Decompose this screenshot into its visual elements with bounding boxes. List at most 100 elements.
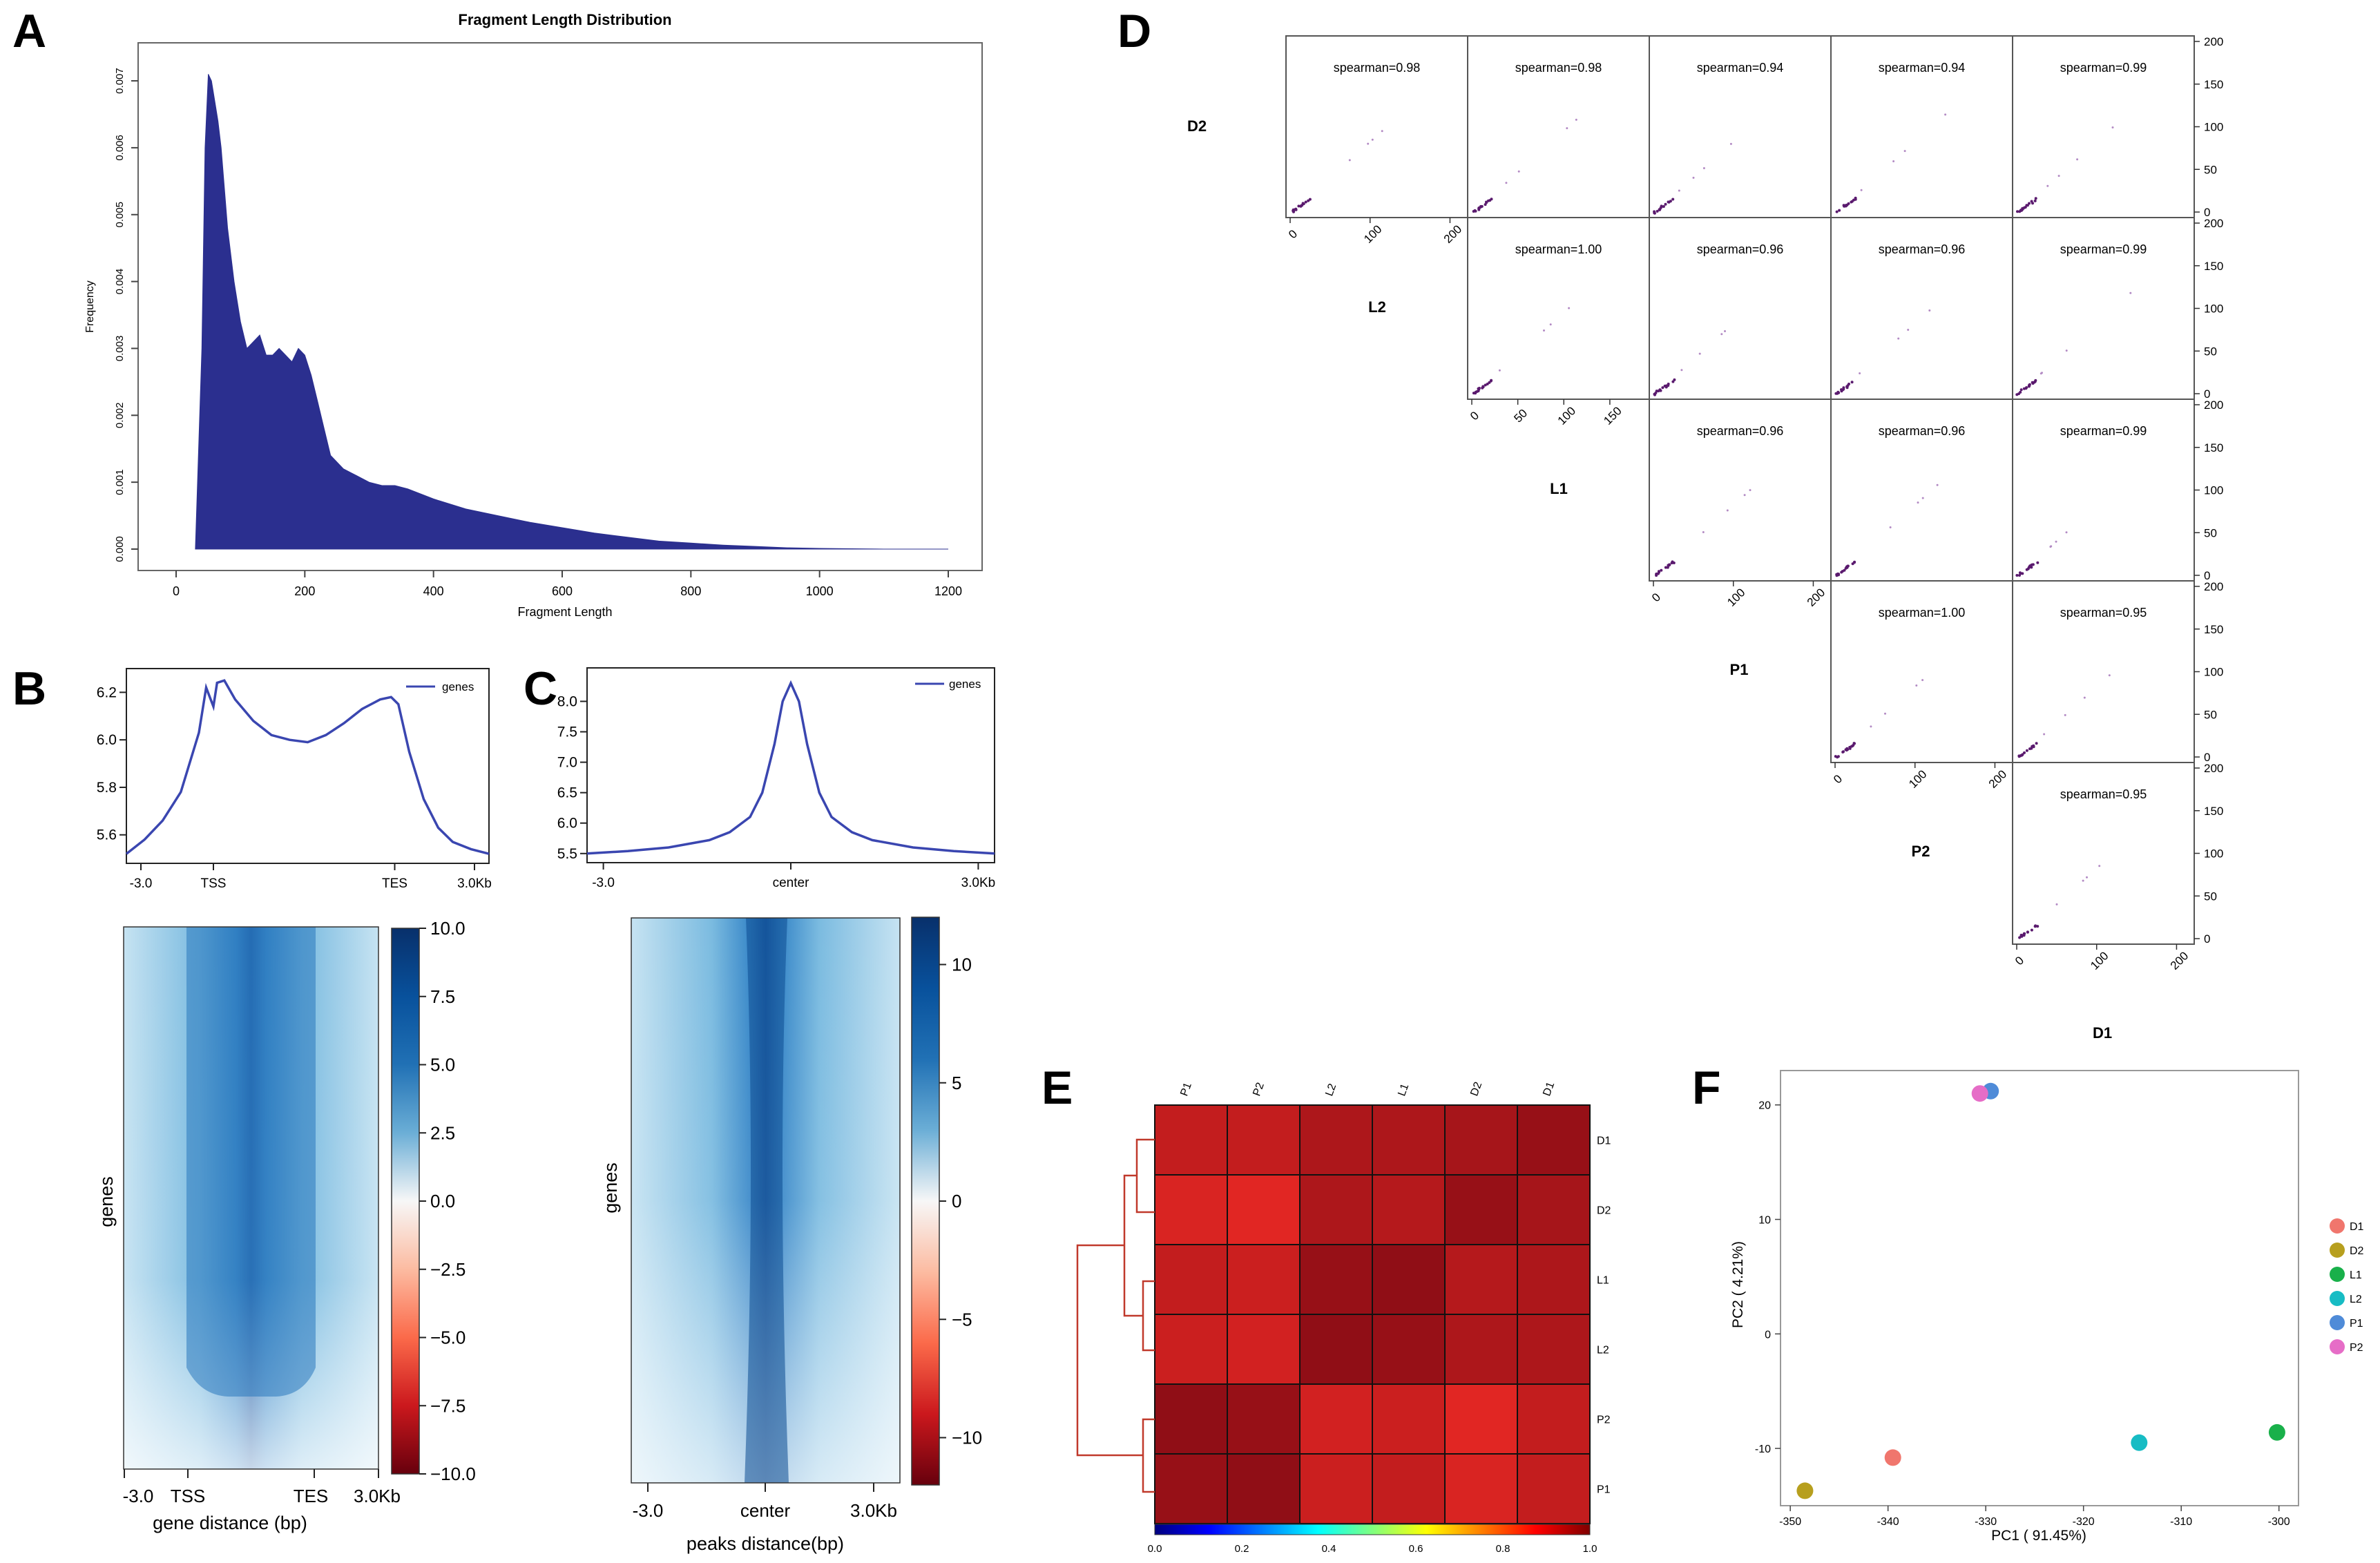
scatter-point bbox=[2031, 382, 2035, 385]
column-label: L1 bbox=[1396, 1082, 1411, 1098]
scatter-point bbox=[1854, 198, 1857, 201]
correlation-cell bbox=[1444, 1383, 1518, 1455]
scatter-cell: spearman=0.98 0 100 200 bbox=[1285, 35, 1468, 246]
colorbar-tick-label: 5 bbox=[952, 1073, 961, 1093]
scatter-point bbox=[1840, 388, 1843, 392]
scatter-point bbox=[1568, 307, 1571, 309]
legend-swatch-d2 bbox=[2330, 1243, 2345, 1258]
panel-c-profile-frame bbox=[586, 667, 995, 863]
right-axis-tick-label: 200 bbox=[2204, 217, 2223, 230]
right-axis-tick-label: 150 bbox=[2204, 623, 2223, 636]
scatter-point bbox=[2036, 561, 2040, 564]
correlation-cell bbox=[1372, 1383, 1446, 1455]
scatter-point bbox=[2026, 930, 2029, 934]
spearman-label: spearman=0.96 bbox=[1697, 424, 1784, 438]
scatter-point bbox=[1348, 159, 1351, 162]
bottom-axis-tick-label: 100 bbox=[2088, 949, 2111, 972]
legend-label: P2 bbox=[2350, 1342, 2363, 1354]
panel-letter-f: F bbox=[1692, 1062, 1721, 1114]
scatter-point bbox=[2049, 546, 2052, 548]
scatter-point bbox=[1852, 561, 1856, 564]
correlation-cell bbox=[1517, 1104, 1591, 1176]
scatter-cell: spearman=0.99 200 150 100 50 0 bbox=[2012, 217, 2223, 401]
panel-b-heatmap-frame bbox=[123, 926, 379, 1470]
spearman-label: spearman=0.99 bbox=[2060, 61, 2147, 75]
right-axis-tick-label: 150 bbox=[2204, 78, 2223, 91]
scatter-point bbox=[2022, 932, 2026, 935]
scatter-point bbox=[1692, 176, 1695, 179]
panel-f-legend: D1 D2 L1 L2 P1 P2 bbox=[2330, 1218, 2364, 1354]
scatter-point bbox=[1870, 725, 1872, 728]
y-tick-label: 6.5 bbox=[557, 785, 577, 801]
panel-f-pca: -350 -340 -330 -320 -310 -300 20 10 0 -10 D1 D2 L1… bbox=[1730, 1070, 2364, 1544]
y-tick-label: 10 bbox=[1758, 1215, 1771, 1227]
bottom-axis-tick-label: 100 bbox=[1555, 404, 1578, 427]
scatter-point bbox=[2023, 751, 2026, 754]
column-label: D1 bbox=[1541, 1080, 1557, 1097]
y-tick-label: 0.000 bbox=[114, 536, 126, 562]
panel-letter-d: D bbox=[1117, 5, 1151, 57]
panel-a-frame bbox=[137, 42, 983, 571]
right-axis-tick-label: 0 bbox=[2204, 932, 2210, 946]
bottom-axis-tick-label: 100 bbox=[1361, 222, 1384, 245]
legend-label: D1 bbox=[2350, 1221, 2364, 1233]
right-axis-tick-label: 200 bbox=[2204, 762, 2223, 775]
sample-label-d2: D2 bbox=[1187, 117, 1207, 135]
scatter-point bbox=[1664, 566, 1667, 569]
column-label: L2 bbox=[1323, 1082, 1338, 1098]
scatter-point bbox=[1847, 202, 1850, 205]
scatter-point bbox=[1917, 501, 1919, 504]
scatter-point bbox=[1488, 199, 1492, 202]
correlation-cell bbox=[1444, 1314, 1518, 1385]
scatter-point bbox=[2064, 713, 2066, 716]
colorbar-tick-label: 0.0 bbox=[1148, 1543, 1162, 1555]
panel-a-ylabel: Frequency bbox=[84, 280, 96, 333]
x-tick-label: 3.0Kb bbox=[961, 876, 996, 890]
y-tick-label: 6.0 bbox=[557, 816, 577, 832]
panel-f-y-ticks: 20 10 0 -10 bbox=[1755, 1100, 1781, 1455]
right-axis-tick-label: 50 bbox=[2204, 890, 2217, 903]
panel-c-profile-line bbox=[586, 680, 995, 855]
scatter-cell: spearman=1.00 0 100 200 bbox=[1830, 580, 2013, 791]
scatter-point bbox=[2129, 291, 2132, 294]
correlation-cell bbox=[1227, 1104, 1301, 1176]
scatter-cell: spearman=0.99 200 150 100 50 0 bbox=[2012, 399, 2223, 582]
correlation-cell bbox=[1372, 1314, 1446, 1385]
dendro-l1-l2 bbox=[1142, 1280, 1155, 1352]
y-tick-label: 8.0 bbox=[557, 693, 577, 709]
panel-letter-c: C bbox=[524, 662, 557, 715]
panel-c-colorbar-ticks: 10 5 0 −5 −10 bbox=[939, 955, 982, 1448]
right-axis-tick-label: 200 bbox=[2204, 35, 2223, 48]
legend-swatch-d1 bbox=[2330, 1218, 2345, 1234]
scatter-point bbox=[1850, 200, 1853, 204]
x-tick-label: -320 bbox=[2073, 1516, 2095, 1528]
scatter-point bbox=[1848, 745, 1852, 749]
scatter-point bbox=[1481, 386, 1484, 390]
scatter-point bbox=[1300, 204, 1303, 207]
scatter-point bbox=[1834, 392, 1838, 395]
scatter-point bbox=[1743, 494, 1746, 497]
scatter-point bbox=[1835, 210, 1839, 213]
correlation-cell bbox=[1517, 1383, 1591, 1455]
scatter-point bbox=[2028, 747, 2031, 751]
panel-f-xlabel: PC1 ( 91.45%) bbox=[1991, 1528, 2086, 1544]
bottom-axis-tick-label: 0 bbox=[1649, 591, 1663, 604]
scatter-point bbox=[1724, 330, 1726, 332]
scatter-point bbox=[1846, 564, 1850, 568]
scatter-point bbox=[1486, 383, 1489, 385]
dendro-d1-d2 bbox=[1135, 1138, 1155, 1214]
scatter-point bbox=[1907, 329, 1910, 331]
scatter-point bbox=[1844, 204, 1848, 208]
scatter-point bbox=[2025, 749, 2028, 752]
x-tick-label: 0 bbox=[173, 584, 180, 598]
colorbar-tick-label: −5.0 bbox=[430, 1327, 466, 1348]
x-tick-label: 3.0Kb bbox=[354, 1486, 401, 1506]
scatter-point bbox=[1841, 750, 1845, 754]
scatter-cell: spearman=0.94 bbox=[1649, 35, 1832, 218]
right-axis-tick-label: 100 bbox=[2204, 303, 2223, 316]
scatter-point bbox=[2022, 387, 2026, 390]
scatter-point bbox=[1859, 372, 1861, 374]
panel-e-colorbar bbox=[1154, 1524, 1591, 1535]
bottom-axis-tick-label: 200 bbox=[1441, 222, 1464, 245]
